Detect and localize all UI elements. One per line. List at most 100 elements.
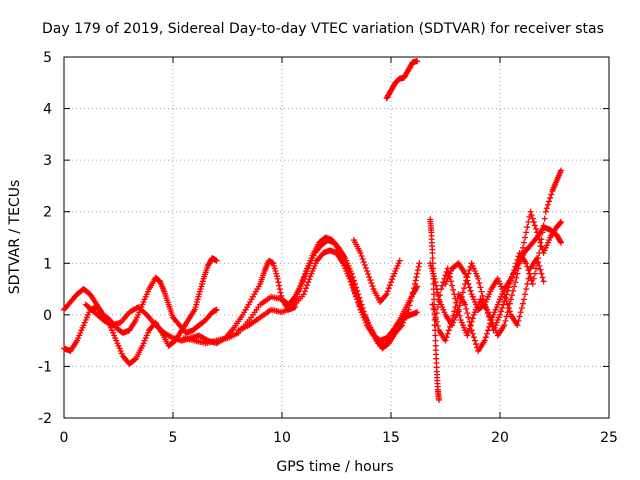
data-point: [299, 277, 306, 284]
data-point: [349, 274, 356, 281]
data-point: [547, 194, 554, 201]
data-point: [464, 332, 471, 339]
data-point: [497, 311, 503, 318]
data-point: [478, 288, 485, 295]
data-point: [517, 309, 524, 316]
data-point: [481, 337, 488, 344]
data-point: [364, 268, 371, 275]
data-point: [413, 274, 420, 281]
data-point: [360, 308, 367, 315]
data-point: [348, 270, 355, 277]
data-point: [485, 327, 492, 334]
data-point: [527, 208, 534, 215]
data-point: [383, 291, 390, 298]
x-tick-label: 20: [491, 430, 509, 446]
data-point: [528, 212, 535, 219]
data-point: [411, 280, 418, 287]
data-point: [412, 277, 419, 284]
data-point: [388, 279, 394, 286]
plot-frame: [63, 56, 610, 419]
data-point: [536, 262, 543, 269]
data-point: [305, 279, 312, 286]
data-point: [429, 301, 436, 308]
data-point: [486, 313, 493, 320]
data-point: [409, 289, 416, 296]
data-point: [529, 215, 536, 222]
data-point: [434, 323, 441, 330]
data-point: [442, 337, 449, 344]
data-point: [538, 236, 545, 243]
data-point: [557, 219, 564, 226]
data-point: [504, 287, 511, 294]
data-point: [471, 337, 478, 344]
data-point: [540, 278, 547, 285]
y-tick-label: 1: [43, 256, 52, 272]
data-point: [519, 300, 526, 307]
data-point: [277, 289, 284, 296]
data-point: [434, 304, 441, 311]
data-point: [382, 292, 389, 299]
data-point: [301, 288, 308, 295]
data-point: [464, 310, 471, 317]
data-point: [443, 334, 450, 341]
data-point: [532, 225, 539, 232]
data-point: [416, 260, 423, 267]
data-point: [463, 305, 470, 312]
data-point: [524, 280, 531, 287]
data-point: [430, 291, 437, 298]
data-point: [514, 322, 521, 329]
data-point: [537, 243, 544, 250]
data-point: [536, 249, 543, 256]
data-point: [414, 309, 421, 316]
series-track-2: [61, 255, 220, 367]
data-point: [502, 294, 509, 301]
data-point: [540, 222, 547, 229]
data-point: [415, 263, 422, 270]
data-point: [296, 286, 303, 293]
data-point: [522, 291, 529, 298]
data-point: [529, 280, 536, 287]
data-point: [463, 274, 470, 281]
data-point: [532, 235, 539, 242]
data-point: [350, 277, 357, 284]
data-point: [410, 285, 417, 292]
data-point: [386, 336, 393, 343]
data-point: [359, 304, 366, 311]
data-point: [532, 265, 539, 272]
data-point: [447, 320, 454, 327]
y-tick-label: 2: [43, 205, 52, 221]
data-point: [449, 282, 456, 289]
data-point: [506, 280, 513, 287]
data-point: [275, 279, 282, 286]
data-point: [131, 356, 138, 363]
data-point: [503, 313, 510, 320]
data-point: [361, 262, 368, 269]
data-point: [477, 284, 484, 291]
data-point: [451, 291, 458, 298]
data-point: [557, 238, 564, 245]
data-point: [558, 219, 565, 226]
data-point: [354, 287, 361, 294]
data-point: [558, 167, 565, 174]
data-point: [358, 252, 365, 259]
data-point: [346, 275, 353, 282]
data-point: [510, 287, 517, 294]
data-point: [469, 330, 476, 337]
data-point: [476, 280, 483, 287]
data-point: [462, 270, 469, 277]
data-point: [274, 275, 281, 282]
y-tick-label: 5: [43, 50, 52, 66]
x-axis-label: GPS time / hours: [276, 459, 393, 475]
data-point: [507, 296, 514, 303]
data-point: [526, 270, 533, 277]
data-point: [467, 287, 474, 294]
data-point: [450, 312, 457, 319]
series-track-8: [383, 58, 421, 102]
data-point: [357, 249, 364, 256]
data-point: [276, 282, 283, 289]
data-point: [483, 330, 490, 337]
data-point: [385, 285, 392, 292]
data-point: [514, 256, 521, 263]
data-point: [507, 277, 514, 284]
grid: [64, 57, 609, 418]
